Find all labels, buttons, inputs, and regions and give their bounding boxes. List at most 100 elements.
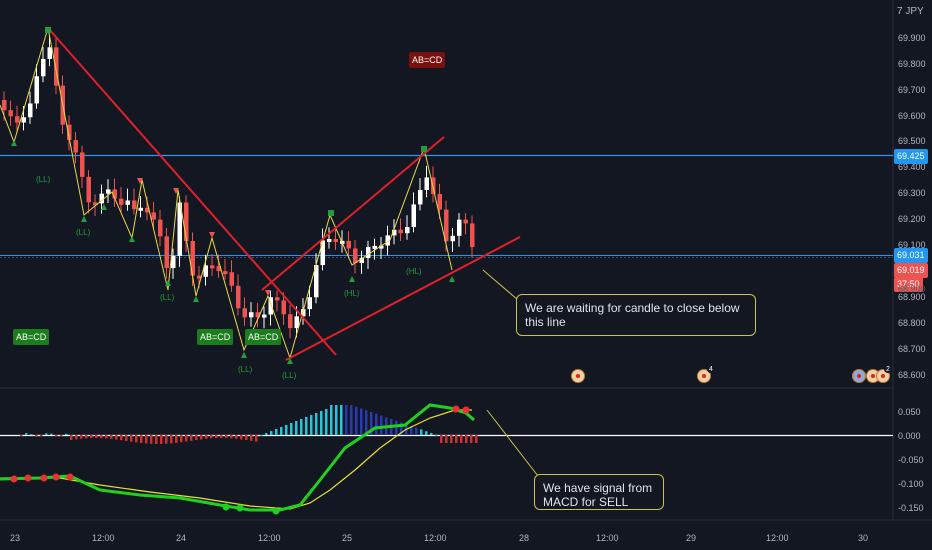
- cross-dot: [66, 473, 74, 481]
- candle-body[interactable]: [320, 240, 326, 266]
- candle-body[interactable]: [450, 235, 456, 242]
- candle-body[interactable]: [106, 189, 111, 194]
- price-axis[interactable]: 69.900 69.800 69.700 69.600 69.500 69.400 69.3…: [898, 33, 926, 380]
- candle-body[interactable]: [275, 297, 280, 301]
- candle-body[interactable]: [93, 202, 98, 206]
- candle-body[interactable]: [145, 207, 150, 213]
- candle-body[interactable]: [223, 271, 228, 275]
- macd-tick-label: -0.050: [898, 455, 924, 465]
- candle-body[interactable]: [34, 76, 40, 104]
- candle-body[interactable]: [203, 265, 209, 277]
- candle-body[interactable]: [210, 265, 215, 269]
- candle-body[interactable]: [86, 176, 92, 203]
- candle-body[interactable]: [301, 309, 306, 317]
- candle-body[interactable]: [307, 297, 313, 310]
- candle-body[interactable]: [398, 229, 404, 234]
- channel-lower-line[interactable]: [285, 236, 521, 361]
- up-arrow-icon: [81, 216, 87, 222]
- candle-body[interactable]: [15, 116, 20, 123]
- macd-line[interactable]: [0, 403, 475, 512]
- candle-body[interactable]: [457, 219, 462, 236]
- candle-body[interactable]: [28, 103, 33, 118]
- candle-body[interactable]: [119, 198, 124, 205]
- candle-body[interactable]: [385, 235, 391, 246]
- candle-body[interactable]: [255, 312, 261, 318]
- candle-body[interactable]: [327, 239, 332, 243]
- candle-body[interactable]: [424, 177, 430, 190]
- down-arrow-icon: [265, 290, 271, 296]
- candle-body[interactable]: [262, 314, 267, 318]
- candle-body[interactable]: [184, 202, 189, 242]
- resistance-price-tag[interactable]: 69.425: [894, 149, 928, 164]
- economic-event-icon[interactable]: [697, 369, 711, 383]
- candle-body[interactable]: [236, 285, 241, 309]
- macd-histogram[interactable]: [20, 405, 478, 444]
- candle-body[interactable]: [242, 308, 248, 318]
- candle-body[interactable]: [47, 47, 53, 59]
- candle-body[interactable]: [470, 223, 475, 248]
- histogram-bar: [475, 435, 478, 443]
- candle-body[interactable]: [444, 209, 449, 242]
- candle-body[interactable]: [346, 240, 352, 249]
- time-axis[interactable]: 23 12:00 24 12:00 25 12:00 28 12:00 29 12:00 30: [10, 533, 868, 543]
- candle-body[interactable]: [411, 204, 417, 228]
- candle-body[interactable]: [151, 212, 157, 220]
- candle-body[interactable]: [2, 100, 7, 111]
- candle-body[interactable]: [112, 189, 118, 199]
- macd-cross-dots: [10, 405, 470, 515]
- macd-axis[interactable]: 0.050 0.000 -0.050 -0.100 -0.150: [898, 407, 924, 513]
- candle-body[interactable]: [359, 258, 365, 264]
- candle-body[interactable]: [437, 193, 443, 210]
- candle-body[interactable]: [132, 200, 137, 210]
- current-price-tag[interactable]: 69.019: [894, 263, 928, 278]
- candle-body[interactable]: [177, 202, 183, 256]
- candle-body[interactable]: [463, 219, 469, 224]
- candle-body[interactable]: [353, 248, 358, 264]
- histogram-bar: [170, 435, 173, 444]
- candle-body[interactable]: [99, 193, 105, 204]
- candle-body[interactable]: [229, 272, 235, 286]
- candle-body[interactable]: [288, 314, 293, 329]
- candle-body[interactable]: [314, 265, 319, 298]
- candle-body[interactable]: [333, 239, 339, 243]
- candle-body[interactable]: [21, 117, 27, 123]
- candle-body[interactable]: [418, 189, 423, 205]
- candle-body[interactable]: [249, 312, 254, 318]
- economic-event-icon[interactable]: [571, 369, 585, 383]
- candle-body[interactable]: [431, 177, 436, 194]
- candle-body[interactable]: [164, 236, 170, 269]
- candle-body[interactable]: [372, 245, 378, 249]
- macd-signal-line[interactable]: [0, 409, 472, 510]
- candle-body[interactable]: [392, 229, 397, 236]
- candle-body[interactable]: [366, 246, 371, 259]
- candle-body[interactable]: [73, 140, 79, 153]
- candle-body[interactable]: [138, 207, 144, 211]
- candle-body[interactable]: [190, 241, 196, 276]
- channel-upper-line[interactable]: [261, 136, 445, 291]
- candle-body[interactable]: [197, 275, 202, 279]
- candle-body[interactable]: [41, 58, 46, 77]
- histogram-bar: [470, 435, 473, 443]
- candle-body[interactable]: [281, 300, 287, 315]
- histogram-bar: [275, 429, 278, 435]
- candle-body[interactable]: [8, 110, 14, 117]
- flag-event-icon[interactable]: [852, 369, 866, 383]
- candle-body[interactable]: [216, 266, 222, 272]
- macd-note-callout[interactable]: We have signal from MACD for SELL: [534, 474, 664, 510]
- macd-note-pointer: [486, 409, 539, 477]
- candle-note-callout[interactable]: We are waiting for candle to close below…: [516, 294, 756, 336]
- support-price-tag[interactable]: 69.031: [894, 248, 928, 263]
- downtrend-line[interactable]: [47, 27, 337, 356]
- candle-body[interactable]: [405, 227, 410, 234]
- candle-body[interactable]: [125, 200, 131, 205]
- candle-body[interactable]: [268, 297, 274, 315]
- candle-body[interactable]: [158, 219, 163, 237]
- candle-body[interactable]: [294, 316, 300, 329]
- candle-body[interactable]: [379, 245, 384, 249]
- histogram-bar: [260, 435, 263, 436]
- candle-body[interactable]: [171, 255, 176, 269]
- candle-body[interactable]: [54, 47, 59, 86]
- candle-body[interactable]: [80, 152, 85, 177]
- candle-body[interactable]: [67, 124, 72, 141]
